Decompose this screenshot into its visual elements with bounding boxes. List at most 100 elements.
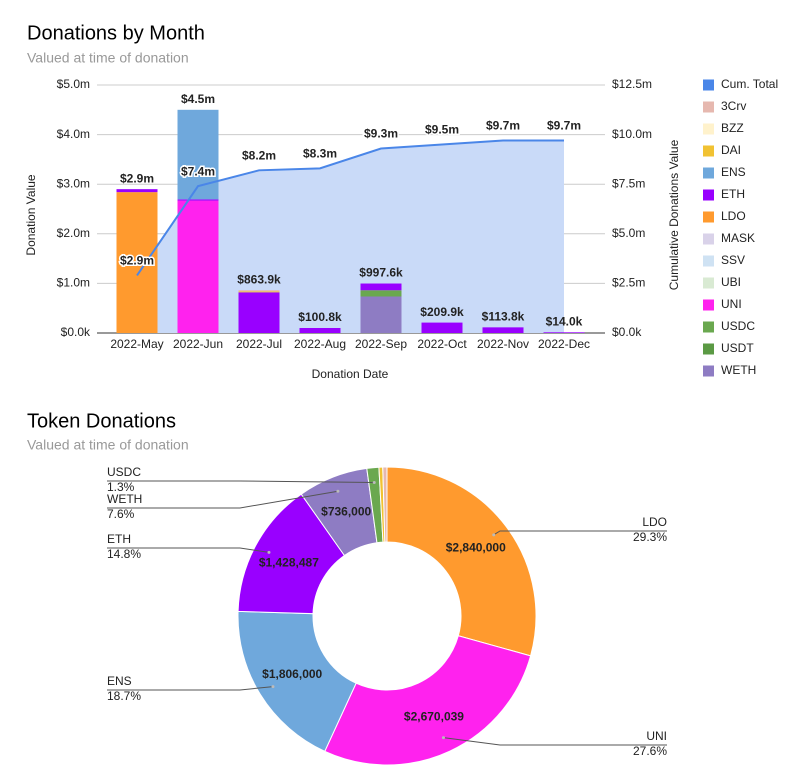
leader-dot [492, 533, 496, 537]
slice-percent-label: 1.3% [107, 480, 135, 494]
cumulative-line [136, 139, 564, 277]
bar-segment [360, 290, 402, 297]
leader-dot [336, 489, 340, 493]
legend-label: BZZ [721, 121, 744, 135]
bar-total-label: $863.9k [237, 272, 281, 286]
leader-dot [271, 685, 275, 689]
slice-name-label: UNI [646, 729, 667, 743]
legend-label: UBI [721, 275, 741, 289]
slice-name-label: USDC [107, 465, 141, 479]
bar-segment [238, 292, 280, 333]
legend-label: ETH [721, 187, 745, 201]
legend-swatch [703, 299, 714, 311]
y-tick-label: $3.0m [57, 176, 90, 190]
cumulative-label: $2.9m [120, 254, 154, 268]
slice-value-label: $2,840,000 [446, 541, 506, 555]
x-tick-label: 2022-Oct [417, 337, 467, 351]
legend-swatch [703, 365, 714, 377]
y-axis-title: Donation Value [24, 174, 38, 255]
x-axis-title: Donation Date [312, 367, 389, 381]
bar-segment [360, 296, 402, 333]
bar-segment [177, 109, 219, 200]
y-tick-label: $0.0k [61, 325, 91, 339]
legend-label: ENS [721, 165, 746, 179]
chart-title: Token Donations [27, 410, 176, 432]
legend-label: 3Crv [721, 99, 746, 113]
bar-total-label: $113.8k [482, 310, 525, 324]
bar-segment [116, 192, 158, 333]
cumulative-label: $8.3m [303, 146, 337, 160]
slice-value-label: $2,670,039 [404, 709, 464, 723]
bar-total-label: $4.5m [181, 92, 215, 106]
legend-swatch [703, 101, 714, 113]
donut-slice [382, 466, 388, 543]
bar-segment [482, 327, 524, 333]
leader-line [107, 490, 339, 509]
legend-swatch [703, 321, 714, 333]
y2-axis-title: Cumulative Donations Value [667, 139, 681, 290]
chart-subtitle: Valued at time of donation [27, 437, 189, 453]
slice-name-label: ETH [107, 532, 131, 546]
cumulative-label: $9.5m [425, 123, 459, 137]
bar-segment [177, 200, 219, 333]
legend-label: USDT [721, 341, 754, 355]
y-tick-label: $1.0m [57, 276, 90, 290]
bar-total-label: $997.6k [359, 266, 403, 280]
leader-line [107, 686, 274, 691]
legend-swatch [703, 233, 714, 245]
legend-swatch [703, 79, 714, 91]
slice-value-label: $1,428,487 [259, 555, 319, 569]
bar-segment [543, 332, 585, 333]
slice-name-label: WETH [107, 492, 142, 506]
slice-percent-label: 29.3% [633, 530, 667, 544]
legend-label: WETH [721, 363, 756, 377]
legend-label: SSV [721, 253, 745, 267]
bar-total-label: $2.9m [120, 171, 154, 185]
legend-swatch [703, 123, 714, 135]
bar-segment [238, 290, 280, 292]
y-tick-label: $5.0m [57, 77, 90, 91]
x-tick-label: 2022-May [110, 337, 163, 351]
bar-total-label: $209.9k [420, 305, 464, 319]
donut-slice [324, 635, 532, 766]
legend-swatch [703, 145, 714, 157]
cumulative-label: $9.7m [486, 119, 520, 133]
slice-percent-label: 14.8% [107, 547, 141, 561]
bar-segment [299, 328, 341, 333]
bar-segment [421, 322, 463, 333]
legend-label: MASK [721, 231, 755, 245]
cumulative-label: $8.2m [242, 148, 276, 162]
x-tick-label: 2022-Sep [355, 337, 407, 351]
leader-line [107, 547, 270, 553]
bar-total-label: $100.8k [298, 310, 342, 324]
legend-label: USDC [721, 319, 755, 333]
y2-tick-label: $5.0m [612, 226, 645, 240]
cumulative-area [137, 140, 564, 333]
x-tick-label: 2022-Jun [173, 337, 223, 351]
bar-total-label: $14.0k [546, 314, 583, 328]
x-tick-label: 2022-Jul [236, 337, 282, 351]
leader-dot [441, 736, 445, 740]
y2-tick-label: $2.5m [612, 276, 645, 290]
x-tick-label: 2022-Aug [294, 337, 346, 351]
bar-segment [116, 189, 158, 193]
slice-name-label: LDO [642, 515, 667, 529]
y2-tick-label: $10.0m [612, 127, 652, 141]
x-tick-label: 2022-Nov [477, 337, 529, 351]
legend-swatch [703, 167, 714, 179]
y-tick-label: $4.0m [57, 127, 90, 141]
donut-slice [386, 466, 537, 657]
chart-subtitle: Valued at time of donation [27, 50, 189, 66]
slice-percent-label: 7.6% [107, 507, 135, 521]
x-tick-label: 2022-Dec [538, 337, 590, 351]
y2-tick-label: $0.0k [612, 325, 642, 339]
leader-line [443, 737, 667, 746]
leader-line [493, 530, 667, 536]
leader-line [107, 480, 375, 484]
legend-swatch [703, 343, 714, 355]
legend-label: Cum. Total [721, 77, 778, 91]
donut-slice [237, 610, 357, 753]
slice-percent-label: 18.7% [107, 689, 141, 703]
leader-dot [267, 550, 271, 554]
